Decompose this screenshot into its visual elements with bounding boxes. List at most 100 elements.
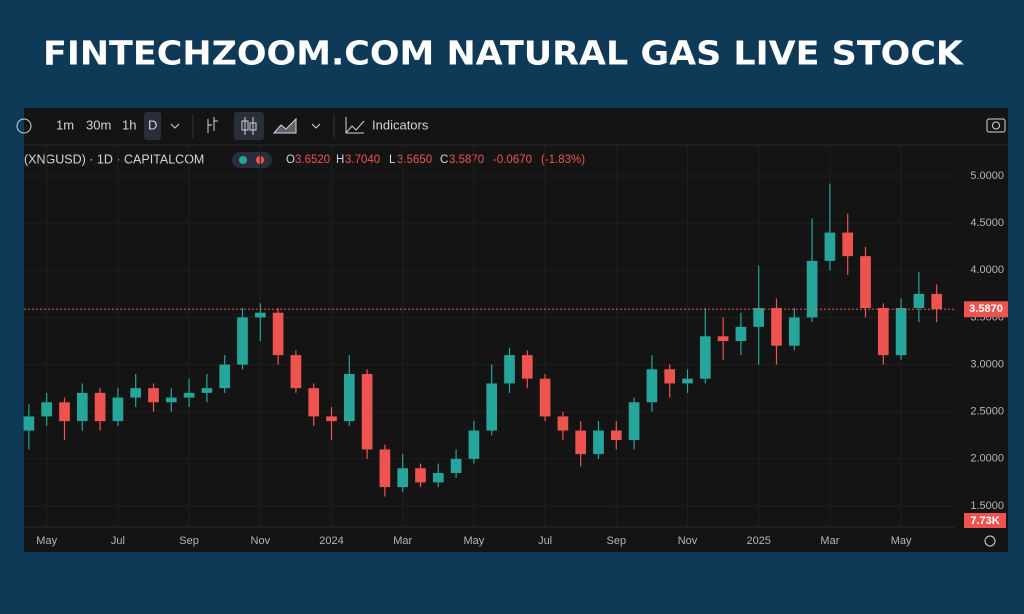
interval-button[interactable]: 1m: [56, 117, 74, 132]
candle-body: [183, 392, 195, 398]
chart-panel: [24, 108, 1008, 552]
active-interval-bg: [144, 112, 161, 140]
candles-button[interactable]: [234, 112, 264, 140]
x-tick-label: Jul: [538, 535, 552, 547]
candle-body: [753, 308, 765, 327]
candle-body: [557, 416, 569, 431]
x-tick-label: Sep: [607, 535, 627, 547]
candle-body: [41, 402, 53, 417]
candle-body: [112, 397, 124, 422]
x-tick-label: May: [891, 535, 912, 547]
candle-body: [717, 336, 729, 341]
candle-body: [219, 364, 231, 389]
candle-body: [682, 378, 693, 384]
candle-body: [860, 256, 871, 309]
interval-button[interactable]: 30m: [86, 117, 111, 132]
indicators-icon[interactable]: [345, 117, 365, 134]
change: -0.0670: [493, 154, 532, 166]
settings-icon[interactable]: [984, 535, 996, 547]
last-price-label: 3.5870: [969, 303, 1003, 315]
candle-body: [806, 260, 818, 318]
symbol-label: (XNGUSD) · 1D · CAPITALCOM: [24, 152, 204, 166]
candle-body: [237, 317, 248, 365]
candle-body: [664, 369, 676, 384]
market-status[interactable]: [232, 152, 272, 168]
x-tick-label: May: [464, 535, 485, 547]
candle-body: [272, 312, 284, 356]
x-tick-label: Jul: [111, 535, 125, 547]
x-tick-label: Nov: [678, 535, 698, 547]
candle-body: [254, 312, 266, 318]
last-price-badge: [964, 301, 1008, 318]
candle-body: [699, 336, 711, 379]
candle-body: [94, 392, 106, 422]
market-status-dot: [239, 156, 247, 164]
candle-body: [895, 308, 907, 356]
candle-body: [290, 355, 302, 389]
x-tick-label: Mar: [393, 535, 412, 547]
snapshot-icon: [992, 121, 1000, 130]
interval-button[interactable]: D: [148, 117, 157, 132]
x-tick-label: Nov: [251, 535, 271, 547]
candle-body: [610, 430, 622, 440]
x-tick-label: 2024: [319, 535, 343, 547]
candle-body: [646, 369, 658, 403]
candles-icon: [244, 117, 254, 135]
candle-body: [397, 468, 409, 488]
candles-icon: [241, 120, 249, 131]
candle-body: [326, 416, 337, 422]
candle-body: [771, 308, 782, 346]
candle-body: [735, 326, 747, 341]
candle-body: [76, 392, 88, 422]
snapshot-icon[interactable]: [986, 118, 1006, 133]
candle-body: [361, 373, 373, 450]
volume-badge: [964, 513, 1006, 528]
candle-body: [628, 402, 640, 440]
candles-icon: [249, 122, 257, 131]
ohlc-value: 3.6520: [295, 154, 330, 166]
x-tick-label: Mar: [820, 535, 839, 547]
bars-icon[interactable]: [207, 117, 218, 133]
interval-button[interactable]: 1h: [122, 117, 136, 132]
volume-label: 7.73K: [970, 515, 999, 527]
candle-body: [23, 416, 35, 431]
page-title: FINTECHZOOM.COM NATURAL GAS LIVE STOCK: [43, 34, 965, 73]
candle-body: [59, 402, 70, 422]
interval-dropdown[interactable]: [170, 123, 180, 129]
x-tick-label: 2025: [746, 535, 770, 547]
candle-body: [788, 317, 800, 346]
candle-body: [575, 430, 587, 455]
change-percent: (-1.83%): [541, 154, 585, 166]
y-tick-label: 5.0000: [970, 170, 1004, 182]
x-tick-label: Sep: [179, 535, 199, 547]
candle-body: [450, 458, 462, 473]
indicators-button[interactable]: Indicators: [372, 117, 429, 132]
candle-body: [415, 468, 426, 483]
area-icon[interactable]: [272, 117, 297, 134]
candle-body: [877, 308, 889, 356]
candle-body: [148, 388, 159, 403]
candle-body: [432, 472, 444, 483]
candle-body: [842, 232, 854, 257]
candle-body: [468, 430, 480, 459]
candle-body: [343, 373, 355, 422]
chart-type-dropdown[interactable]: [311, 123, 321, 129]
ohlc-value: 3.5870: [449, 154, 484, 166]
x-tick-label: May: [36, 535, 57, 547]
candle-body: [521, 355, 533, 379]
ohlc-key: H: [336, 154, 344, 166]
candle-body: [931, 293, 943, 310]
y-tick-label: 4.5000: [970, 217, 1004, 229]
y-tick-label: 4.0000: [970, 264, 1004, 276]
ohlc-legend: O 3.6520 H 3.7040 L 3.5650 C 3.5870 -0.0…: [286, 154, 585, 166]
candle-body: [593, 430, 604, 455]
candle-body: [913, 293, 925, 309]
symbol-icon[interactable]: [16, 118, 32, 134]
candle-body: [486, 383, 498, 431]
candle-body: [130, 388, 142, 398]
y-tick-label: 3.0000: [970, 358, 1004, 370]
y-tick-label: 2.5000: [970, 406, 1004, 418]
ohlc-value: 3.5650: [397, 154, 432, 166]
candle-body: [504, 355, 515, 384]
candle-body: [165, 397, 177, 403]
